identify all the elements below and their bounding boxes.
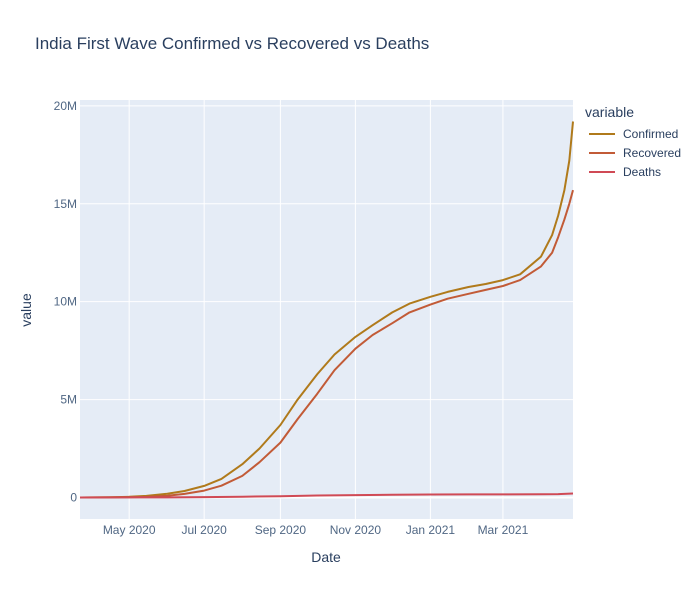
y-tick-labels: 0 5M 10M 15M 20M [54, 99, 78, 505]
legend-title: variable [585, 104, 635, 120]
legend-label: Recovered [623, 145, 682, 160]
legend: variable Confirmed Recovered Deaths [585, 104, 681, 181]
x-gridlines [128, 100, 504, 519]
series-line-confirmed[interactable] [79, 121, 574, 499]
legend-swatch [589, 170, 615, 173]
series-layer [79, 121, 574, 499]
series-line-recovered[interactable] [79, 189, 574, 499]
legend-item-confirmed[interactable]: Confirmed [589, 124, 681, 143]
y-tick-label: 0 [70, 490, 77, 504]
y-tick-label: 15M [54, 197, 77, 211]
x-axis-title: Date [311, 549, 341, 565]
legend-items: Confirmed Recovered Deaths [585, 124, 681, 181]
x-tick-label: Mar 2021 [478, 523, 529, 537]
x-tick-labels: May 2020 Jul 2020 Sep 2020 Nov 2020 Jan 2021… [103, 523, 529, 537]
y-tick-label: 5M [60, 393, 77, 407]
x-tick-label: May 2020 [103, 523, 156, 537]
legend-swatch [589, 132, 615, 135]
legend-label: Deaths [623, 164, 662, 179]
chart-title: India First Wave Confirmed vs Recovered … [35, 34, 430, 53]
x-tick-label: Nov 2020 [330, 523, 382, 537]
plot-background [80, 100, 573, 519]
x-tick-label: Sep 2020 [255, 523, 307, 537]
legend-label: Confirmed [623, 126, 679, 141]
legend-item-recovered[interactable]: Recovered [589, 143, 681, 162]
y-axis-title: value [18, 293, 34, 327]
y-tick-label: 10M [54, 295, 77, 309]
legend-swatch [589, 151, 615, 154]
series-line-deaths[interactable] [79, 492, 574, 499]
y-tick-label: 20M [54, 99, 77, 113]
legend-item-deaths[interactable]: Deaths [589, 162, 681, 181]
x-tick-label: Jan 2021 [406, 523, 456, 537]
x-tick-label: Jul 2020 [181, 523, 227, 537]
